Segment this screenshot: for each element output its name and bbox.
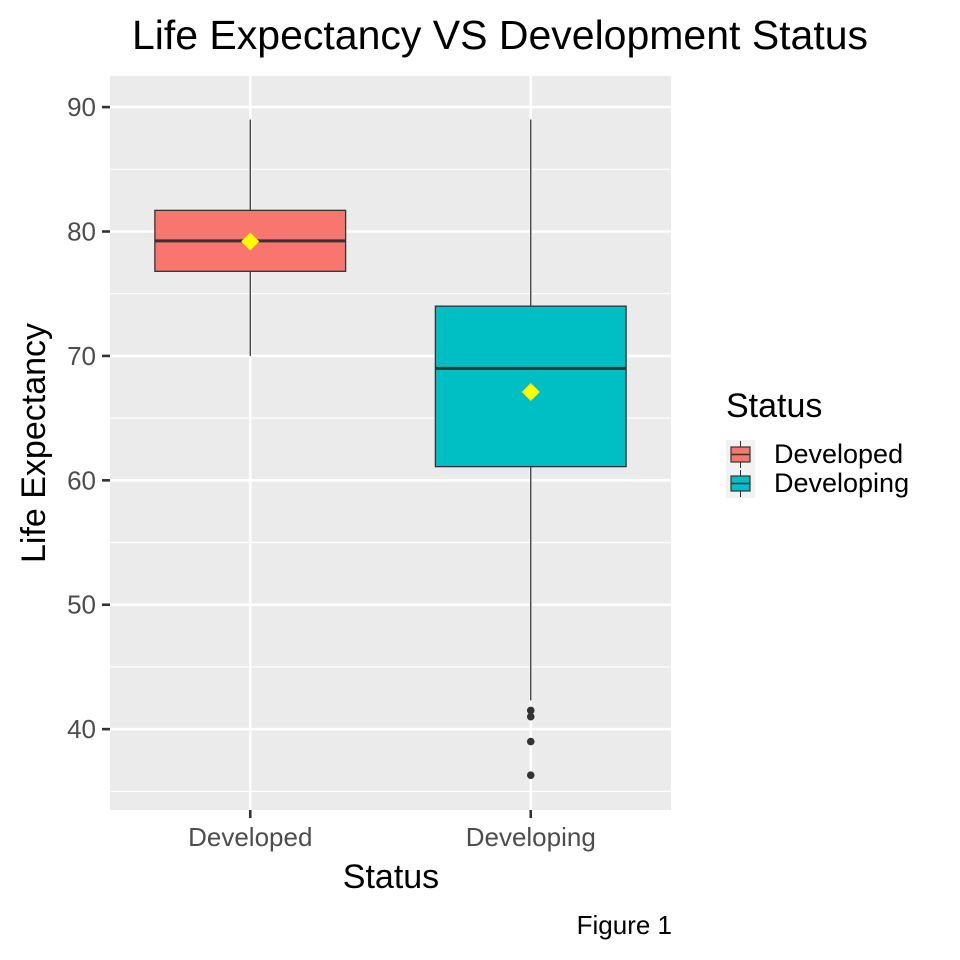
legend-item-developed: Developed — [726, 439, 903, 469]
legend-label: Developed — [774, 439, 903, 469]
mean-marker — [521, 382, 540, 401]
outlier-point — [526, 771, 535, 779]
legend-label: Developing — [774, 468, 909, 498]
outlier-point — [526, 706, 535, 715]
legend-item-developing: Developing — [726, 468, 909, 498]
figure-caption: Figure 1 — [577, 910, 672, 940]
y-tick-label: 90 — [67, 92, 96, 122]
y-tick-label: 40 — [67, 714, 96, 744]
outlier-point — [526, 737, 535, 746]
x-tick-label: Developed — [188, 822, 312, 852]
box-developing — [434, 119, 627, 779]
x-tick-label: Developing — [466, 822, 596, 852]
y-tick-label: 50 — [67, 590, 96, 620]
legend-title: Status — [726, 387, 822, 425]
y-tick-label: 70 — [67, 341, 96, 371]
outlier-point — [526, 712, 535, 721]
y-axis-label: Life Expectancy — [15, 323, 53, 563]
boxes — [154, 119, 627, 779]
y-tick-label: 60 — [67, 465, 96, 495]
x-axis-label: Status — [343, 858, 439, 896]
chart-title: Life Expectancy VS Development Status — [132, 12, 868, 58]
axes: 40 50 60 70 80 90 Developed Developing — [67, 92, 596, 852]
y-tick-label: 80 — [67, 217, 96, 247]
box-developed — [154, 119, 347, 356]
mean-marker — [241, 232, 260, 251]
